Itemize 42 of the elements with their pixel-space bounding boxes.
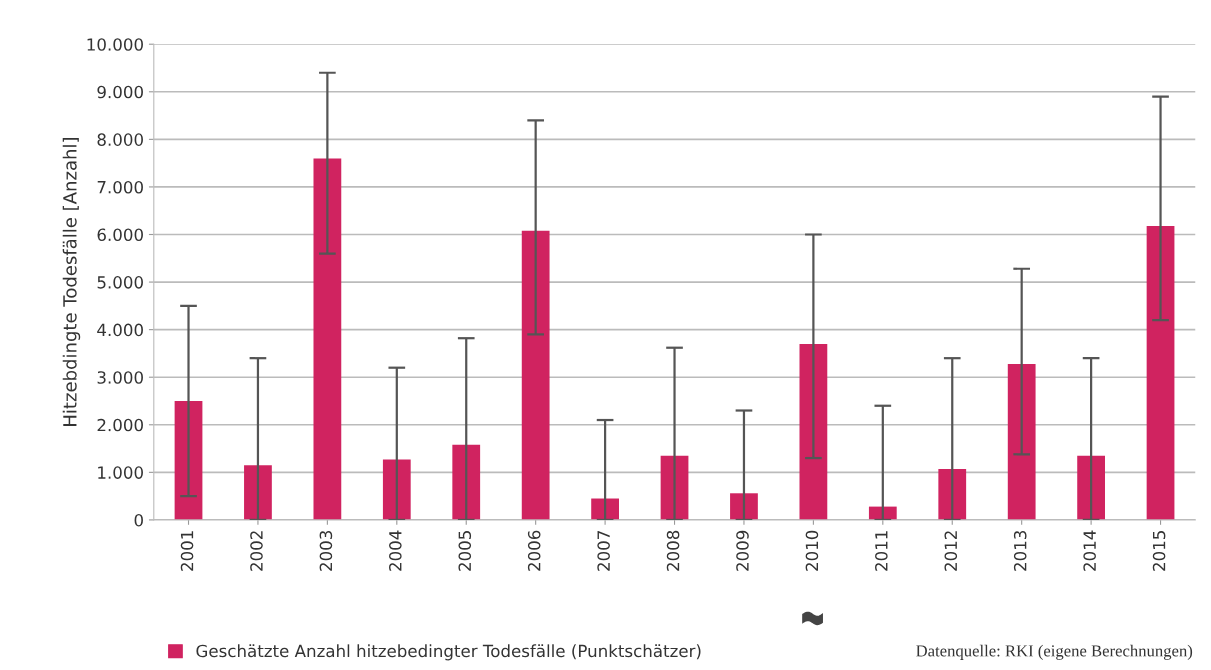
- y-tick-label: 5.000: [97, 276, 143, 289]
- y-tick-label: 1.000: [98, 466, 143, 479]
- x-tick-label: 2006: [527, 530, 541, 571]
- bar: [799, 343, 828, 520]
- bar: [730, 493, 758, 520]
- bar: [521, 230, 550, 520]
- bar: [244, 465, 272, 520]
- y-tick-label: 4.000: [97, 323, 143, 337]
- bar: [1007, 363, 1036, 520]
- x-tick-label: 2010: [805, 530, 819, 571]
- bar: [591, 498, 619, 520]
- x-tick-label: 2003: [319, 530, 333, 571]
- x-tick-label: 2013: [1013, 530, 1027, 571]
- bar: [382, 459, 411, 520]
- x-tick-label: 2012: [944, 531, 958, 571]
- x-tick-label: 2002: [250, 531, 263, 571]
- y-tick-label: 10.000: [87, 38, 143, 51]
- legend-label: Geschätzte Anzahl hitzebedingter Todesfälle (Punktschätzer): [196, 644, 701, 661]
- y-tick-label: 0: [134, 513, 143, 527]
- y-tick-label: 7.000: [97, 180, 143, 194]
- y-axis-title: Hitzebdingte Todesfälle [Anzahl]: [62, 138, 81, 426]
- x-tick-label: 2008: [666, 530, 680, 571]
- bar: [1077, 455, 1105, 520]
- x-tick-label: 2011: [875, 531, 888, 571]
- y-tick-label: 9.000: [97, 85, 143, 99]
- text: Datenquelle: RKI (eigene Berechnungen): [916, 644, 1193, 660]
- y-tick-label: 8.000: [97, 133, 143, 146]
- x-tick-label: 2001: [180, 531, 194, 571]
- x-tick-label: 2004: [389, 530, 402, 571]
- x-tick-label: 2015: [1152, 531, 1166, 571]
- y-tick-label: 3.000: [97, 371, 143, 384]
- bar: [938, 469, 967, 520]
- y-tick-label: 2.000: [97, 418, 143, 432]
- bar: [174, 401, 203, 520]
- bar: [1146, 225, 1175, 520]
- bar: [452, 444, 481, 520]
- x-tick-label: 2007: [597, 531, 610, 571]
- x-tick-label: 2014: [1083, 530, 1096, 571]
- x-tick-label: 2009: [736, 530, 749, 571]
- bar: [313, 158, 342, 520]
- y-tick-label: 6.000: [97, 228, 143, 242]
- x-tick-label: 2005: [458, 531, 472, 571]
